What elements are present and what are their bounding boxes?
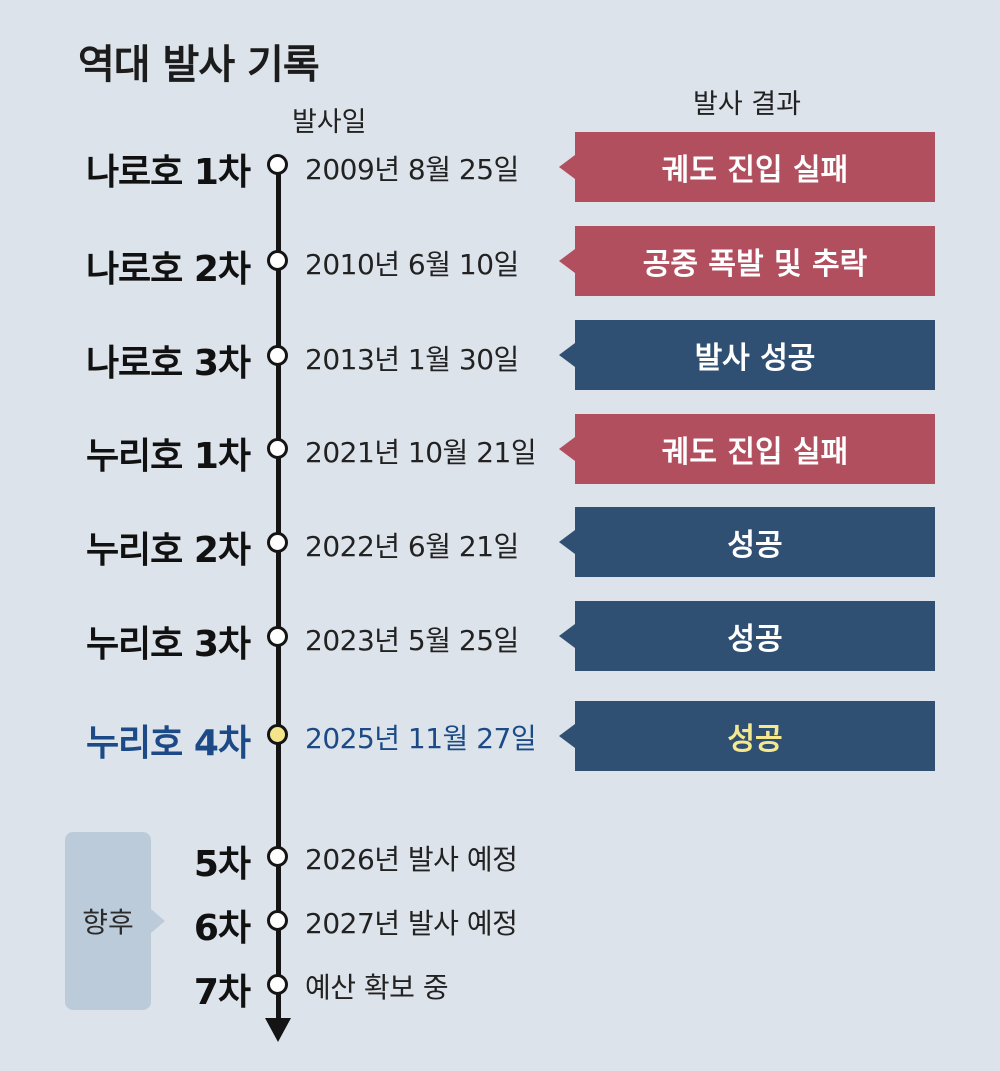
result-label: 성공	[727, 528, 783, 563]
timeline-node	[267, 154, 288, 175]
result-badge: 성공	[559, 507, 935, 577]
timeline-node	[267, 532, 288, 553]
result-label-highlighted: 성공	[727, 722, 783, 757]
timeline-node	[267, 846, 288, 867]
page-title: 역대 발사 기록	[78, 42, 320, 88]
launch-date: 2013년 1월 30일	[305, 343, 519, 376]
timeline-node-highlighted	[267, 724, 288, 745]
timeline-node	[267, 910, 288, 931]
timeline-arrow-down-icon	[265, 1018, 291, 1042]
launch-name: 누리호 2차	[85, 530, 251, 571]
date-column-header: 발사일	[292, 107, 367, 138]
launch-date-highlighted: 2025년 11월 27일	[305, 722, 537, 755]
result-badge: 성공	[559, 701, 935, 771]
launch-date: 2009년 8월 25일	[305, 153, 519, 186]
result-badge: 공중 폭발 및 추락	[559, 226, 935, 296]
timeline-line	[276, 160, 281, 1028]
result-label: 궤도 진입 실패	[661, 153, 849, 188]
launch-date: 2022년 6월 21일	[305, 530, 519, 563]
future-launch-name: 7차	[193, 972, 251, 1013]
result-label: 발사 성공	[694, 341, 816, 376]
result-label: 성공	[727, 622, 783, 657]
launch-name-highlighted: 누리호 4차	[85, 723, 251, 764]
timeline-node	[267, 974, 288, 995]
future-launch-date: 2027년 발사 예정	[305, 907, 518, 940]
timeline-node	[267, 438, 288, 459]
result-badge: 발사 성공	[559, 320, 935, 390]
launch-date: 2021년 10월 21일	[305, 436, 537, 469]
future-label: 향후	[82, 906, 134, 939]
launch-date: 2010년 6월 10일	[305, 248, 519, 281]
future-launch-name: 6차	[193, 908, 251, 949]
future-launch-name: 5차	[193, 844, 251, 885]
future-launch-date: 예산 확보 중	[305, 971, 449, 1004]
future-group-box: 향후	[65, 832, 165, 1010]
future-launch-date: 2026년 발사 예정	[305, 843, 518, 876]
timeline-node	[267, 345, 288, 366]
result-badge: 성공	[559, 601, 935, 671]
launch-name: 나로호 3차	[85, 343, 251, 384]
launch-name: 나로호 2차	[85, 249, 251, 290]
result-badge: 궤도 진입 실패	[559, 414, 935, 484]
result-column-header: 발사 결과	[693, 89, 801, 120]
timeline-node	[267, 626, 288, 647]
result-badge: 궤도 진입 실패	[559, 132, 935, 202]
launch-name: 누리호 1차	[85, 436, 251, 477]
result-label: 궤도 진입 실패	[661, 435, 849, 470]
result-label: 공중 폭발 및 추락	[642, 247, 868, 282]
launch-name: 나로호 1차	[85, 152, 251, 193]
timeline-node	[267, 250, 288, 271]
launch-name: 누리호 3차	[85, 624, 251, 665]
launch-date: 2023년 5월 25일	[305, 624, 519, 657]
